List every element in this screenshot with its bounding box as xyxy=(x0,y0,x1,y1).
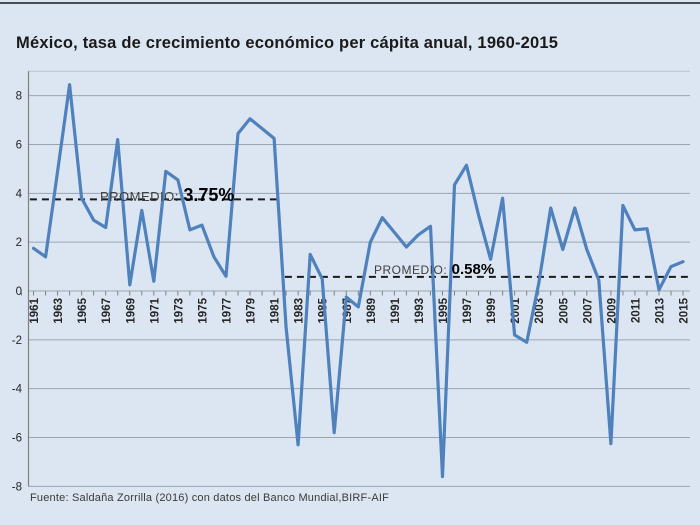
x-axis-label-1969: 1969 xyxy=(125,298,137,324)
y-axis-label-8: 8 xyxy=(16,91,22,103)
y-axis-label--4: -4 xyxy=(12,384,23,396)
y-axis-label-6: 6 xyxy=(16,139,22,151)
x-axis-label-1999: 1999 xyxy=(486,298,498,324)
average-value-2: 0.58% xyxy=(451,261,495,278)
x-axis-label-2011: 2011 xyxy=(630,297,642,323)
x-axis-label-2003: 2003 xyxy=(534,298,546,324)
x-axis-label-1975: 1975 xyxy=(197,297,209,323)
y-axis-label--6: -6 xyxy=(12,433,22,445)
average-label-1: PROMEDIO: xyxy=(100,189,179,204)
average-annotation-1960-1981: PROMEDIO: 3.75% xyxy=(100,186,234,205)
x-axis-label-1989: 1989 xyxy=(366,298,378,324)
x-axis-label-1983: 1983 xyxy=(294,298,306,324)
average-label-2: PROMEDIO: xyxy=(374,263,448,277)
x-axis-label-1961: 1961 xyxy=(29,297,41,323)
x-axis-label-2007: 2007 xyxy=(582,298,594,324)
x-axis-label-2009: 2009 xyxy=(606,298,618,324)
y-axis-label--2: -2 xyxy=(12,335,22,347)
y-axis-label-4: 4 xyxy=(16,188,23,200)
y-axis-label-0: 0 xyxy=(16,286,22,298)
x-axis-label-1993: 1993 xyxy=(414,298,426,324)
x-axis-label-1965: 1965 xyxy=(77,297,89,323)
chart-title: México, tasa de crecimiento económico pe… xyxy=(16,34,559,52)
average-value-1: 3.75% xyxy=(183,185,235,205)
x-axis-label-2013: 2013 xyxy=(654,298,666,324)
x-axis-label-1963: 1963 xyxy=(53,298,65,324)
x-axis-label-1991: 1991 xyxy=(390,297,402,323)
y-axis-label-2: 2 xyxy=(16,237,22,249)
x-axis-label-1973: 1973 xyxy=(173,298,185,324)
x-axis-label-1979: 1979 xyxy=(246,298,258,324)
x-axis-label-1997: 1997 xyxy=(462,298,474,324)
top-border-rule xyxy=(0,2,700,4)
growth-rate-line xyxy=(31,83,685,479)
x-axis-label-1995: 1995 xyxy=(438,297,450,323)
x-axis-label-1981: 1981 xyxy=(270,297,282,323)
x-axis-label-1971: 1971 xyxy=(149,297,161,323)
x-axis-label-2015: 2015 xyxy=(679,297,691,323)
average-annotation-1982-2015: PROMEDIO: 0.58% xyxy=(374,262,494,278)
x-axis-label-1967: 1967 xyxy=(101,298,113,324)
source-note: Fuente: Saldaña Zorrilla (2016) con dato… xyxy=(30,492,390,504)
y-axis-label--8: -8 xyxy=(12,481,22,493)
x-axis-label-2005: 2005 xyxy=(558,297,570,323)
x-axis-label-1977: 1977 xyxy=(221,298,233,324)
